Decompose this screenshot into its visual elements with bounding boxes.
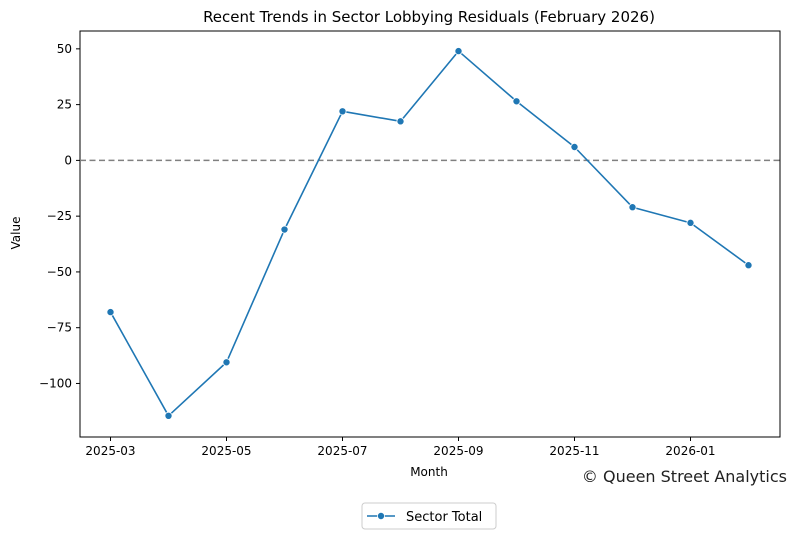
data-point[interactable] — [628, 203, 637, 212]
plot-frame — [79, 30, 781, 438]
x-tick-label: 2025-03 — [85, 444, 135, 458]
x-axis: 2025-03 2025-05 2025-07 2025-09 2025-11 2026-… — [85, 437, 716, 458]
data-point[interactable] — [396, 117, 405, 126]
data-point[interactable] — [454, 47, 463, 56]
data-point[interactable] — [512, 97, 521, 106]
y-tick-label: −25 — [47, 209, 72, 223]
x-tick-label: 2025-11 — [549, 444, 599, 458]
data-point[interactable] — [338, 107, 347, 116]
data-point[interactable] — [280, 225, 289, 234]
chart-title: Recent Trends in Sector Lobbying Residua… — [203, 8, 655, 26]
y-tick-label: −50 — [47, 265, 72, 279]
data-point[interactable] — [106, 308, 115, 317]
legend-swatch-marker — [376, 512, 385, 521]
data-point[interactable] — [744, 261, 753, 270]
data-point[interactable] — [164, 411, 173, 420]
y-tick-label: −100 — [39, 376, 72, 390]
y-tick-label: 25 — [57, 98, 72, 112]
x-tick-label: 2025-09 — [433, 444, 483, 458]
legend-frame — [361, 502, 497, 530]
watermark-text: © Queen Street Analytics — [582, 467, 787, 486]
data-point[interactable] — [570, 142, 579, 151]
data-point[interactable] — [686, 218, 695, 227]
series-line-sector-total — [109, 50, 749, 417]
x-tick-label: 2025-07 — [317, 444, 367, 458]
x-tick-label: 2026-01 — [665, 444, 715, 458]
y-tick-label: 0 — [64, 153, 72, 167]
plot-area — [79, 30, 781, 438]
y-axis-title: Value — [9, 217, 23, 250]
x-tick-label: 2025-05 — [201, 444, 251, 458]
x-axis-title: Month — [410, 465, 448, 479]
legend[interactable]: Sector Total — [361, 502, 497, 530]
y-tick-label: −75 — [47, 321, 72, 335]
legend-label-sector-total: Sector Total — [406, 510, 482, 525]
y-axis: 50 25 0 −25 −50 −75 −100 — [39, 42, 80, 390]
data-point[interactable] — [222, 358, 231, 367]
y-tick-label: 50 — [57, 42, 72, 56]
